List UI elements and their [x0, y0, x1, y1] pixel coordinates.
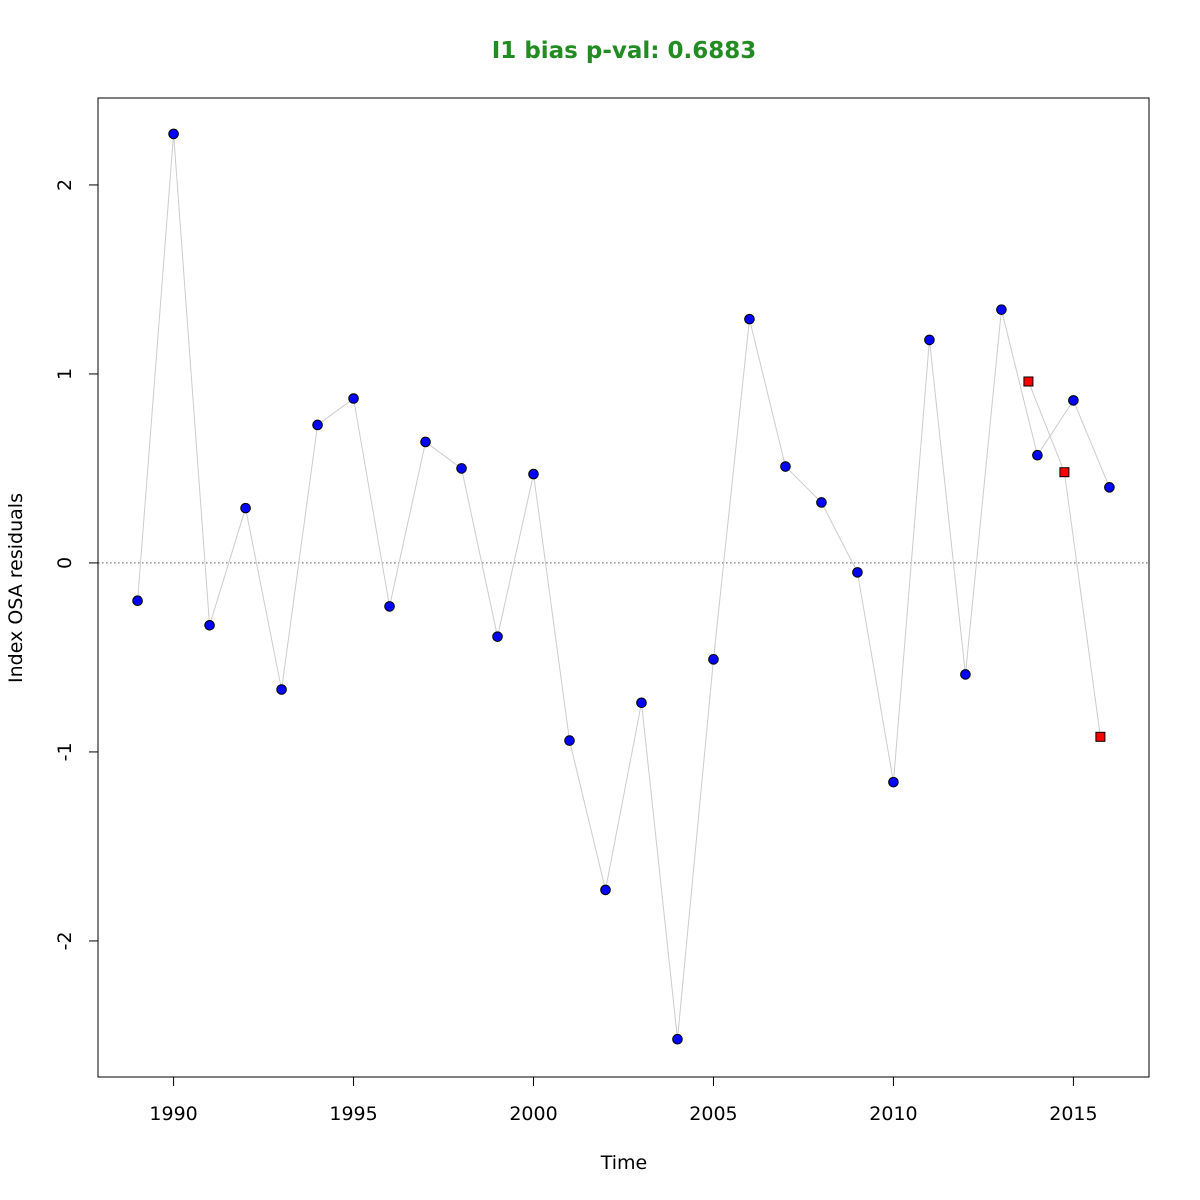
series-1-point — [600, 884, 611, 896]
series-2-point — [1095, 731, 1106, 742]
series-1-point — [1032, 449, 1043, 461]
series-1-point — [708, 654, 719, 665]
y-axis: -2 -1 0 1 2 — [54, 179, 99, 950]
series-1-point — [564, 735, 575, 746]
series-2-point — [1059, 467, 1070, 478]
series-1-point — [240, 502, 251, 514]
series-1-point — [168, 128, 179, 140]
series-1-point — [456, 463, 467, 474]
series-1-point — [420, 436, 431, 448]
series-1-point — [528, 468, 539, 480]
series-1-point — [1068, 395, 1079, 406]
plot-frame — [97, 97, 1150, 1078]
series-1-point — [1104, 482, 1115, 493]
series-1-point — [384, 601, 395, 612]
series-1-point — [816, 497, 827, 508]
series-1-point — [852, 567, 863, 578]
x-tick-label: 1990 — [149, 1103, 197, 1125]
x-axis: 1990 1995 2000 2005 2010 2015 — [149, 1076, 1098, 1125]
series-1-point — [996, 304, 1007, 315]
series-1-point — [672, 1033, 683, 1045]
chart-title: I1 bias p-val: 0.6883 — [492, 38, 757, 64]
y-axis-label: Index OSA residuals — [5, 493, 27, 683]
series-lines — [137, 133, 1110, 1040]
series-1-line — [137, 133, 1110, 1040]
y-tick-label: 0 — [54, 557, 76, 569]
x-tick-label: 2010 — [869, 1103, 917, 1125]
series-2-point — [1023, 376, 1034, 387]
x-tick-label: 2005 — [689, 1103, 737, 1125]
series-1-point — [780, 461, 791, 472]
series-1-point — [744, 313, 755, 325]
series-1-point — [492, 631, 503, 642]
series-1-point — [132, 595, 143, 607]
x-axis-label: Time — [600, 1152, 648, 1174]
y-tick-label: 2 — [54, 179, 76, 191]
y-tick-label: -1 — [54, 742, 76, 761]
series-1-point — [204, 619, 215, 631]
series-1-point — [888, 776, 899, 788]
x-tick-label: 2000 — [509, 1103, 557, 1125]
y-tick-label: -2 — [54, 931, 76, 950]
y-tick-label: 1 — [54, 368, 76, 380]
x-tick-label: 1995 — [329, 1103, 377, 1125]
series-1-point — [636, 697, 647, 709]
series-1-point — [960, 669, 971, 680]
series-1-point — [924, 334, 935, 346]
series-1-point — [276, 684, 287, 695]
series-2-line — [1027, 381, 1101, 737]
series-1-point — [312, 419, 323, 431]
data-points — [132, 128, 1115, 1045]
series-1-point — [348, 393, 359, 404]
x-tick-label: 2015 — [1049, 1103, 1097, 1125]
